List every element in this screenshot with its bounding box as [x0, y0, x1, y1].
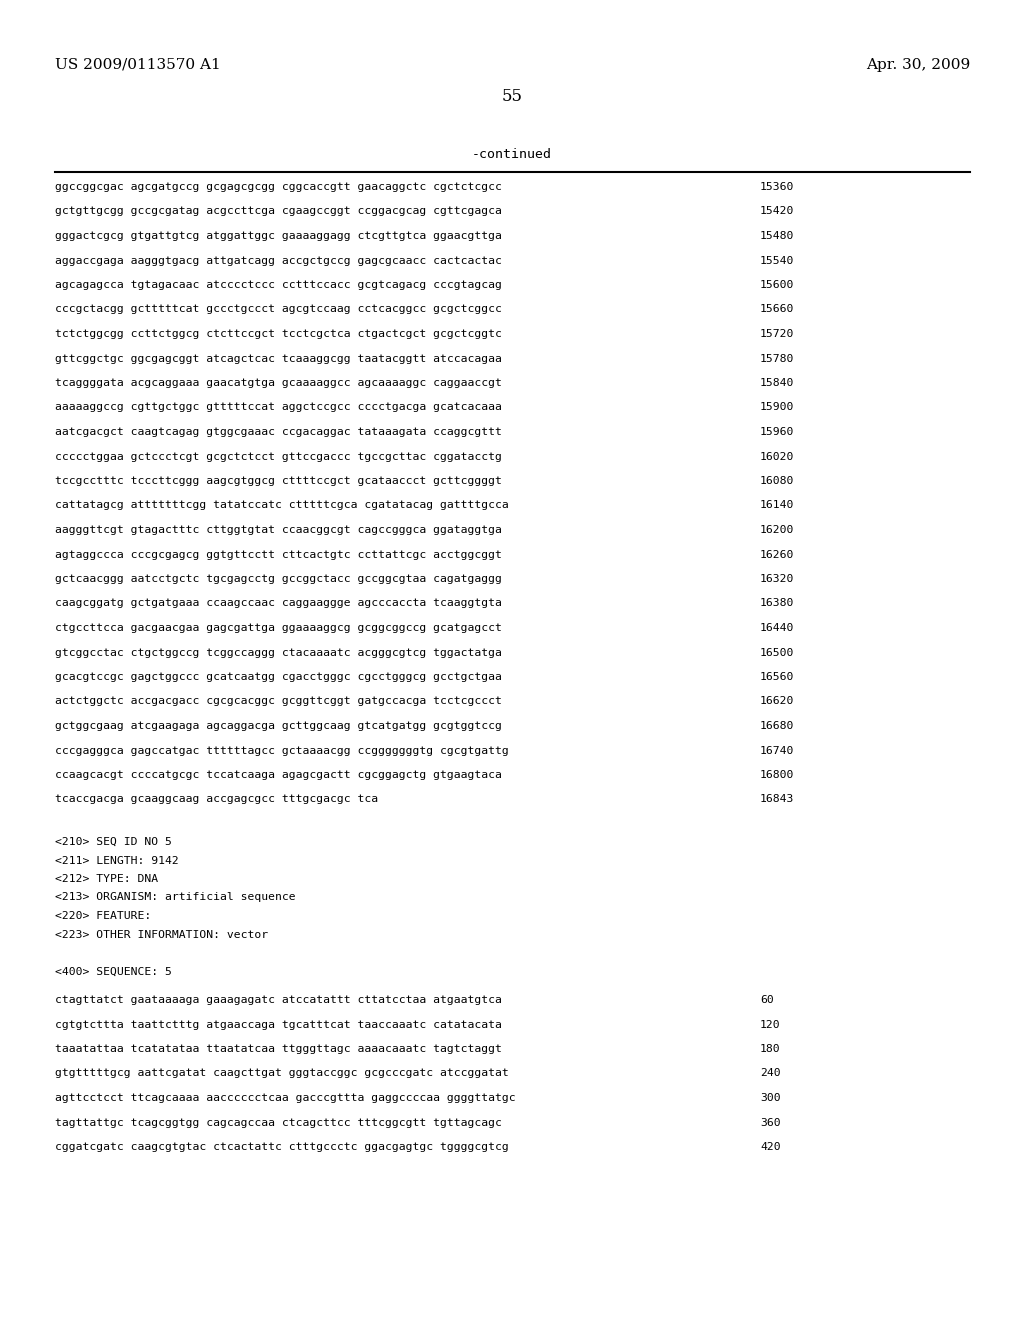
Text: 16560: 16560: [760, 672, 795, 682]
Text: 16320: 16320: [760, 574, 795, 583]
Text: cggatcgatc caagcgtgtac ctcactattc ctttgccctc ggacgagtgc tggggcgtcg: cggatcgatc caagcgtgtac ctcactattc ctttgc…: [55, 1142, 509, 1152]
Text: <212> TYPE: DNA: <212> TYPE: DNA: [55, 874, 158, 884]
Text: aatcgacgct caagtcagag gtggcgaaac ccgacaggac tataaagata ccaggcgttt: aatcgacgct caagtcagag gtggcgaaac ccgacag…: [55, 426, 502, 437]
Text: <223> OTHER INFORMATION: vector: <223> OTHER INFORMATION: vector: [55, 929, 268, 940]
Text: 16020: 16020: [760, 451, 795, 462]
Text: 180: 180: [760, 1044, 780, 1053]
Text: 15960: 15960: [760, 426, 795, 437]
Text: tccgcctttc tcccttcggg aagcgtggcg cttttccgct gcataaccct gcttcggggt: tccgcctttc tcccttcggg aagcgtggcg cttttcc…: [55, 477, 502, 486]
Text: 16380: 16380: [760, 598, 795, 609]
Text: ccccctggaa gctccctcgt gcgctctcct gttccgaccc tgccgcttac cggatacctg: ccccctggaa gctccctcgt gcgctctcct gttccga…: [55, 451, 502, 462]
Text: -continued: -continued: [472, 148, 552, 161]
Text: gttcggctgc ggcgagcggt atcagctcac tcaaaggcgg taatacggtt atccacagaa: gttcggctgc ggcgagcggt atcagctcac tcaaagg…: [55, 354, 502, 363]
Text: cattatagcg atttttttcgg tatatccatc ctttttcgca cgatatacag gattttgcca: cattatagcg atttttttcgg tatatccatc cttttt…: [55, 500, 509, 511]
Text: tagttattgc tcagcggtgg cagcagccaa ctcagcttcc tttcggcgtt tgttagcagc: tagttattgc tcagcggtgg cagcagccaa ctcagct…: [55, 1118, 502, 1127]
Text: 420: 420: [760, 1142, 780, 1152]
Text: aggaccgaga aagggtgacg attgatcagg accgctgccg gagcgcaacc cactcactac: aggaccgaga aagggtgacg attgatcagg accgctg…: [55, 256, 502, 265]
Text: <220> FEATURE:: <220> FEATURE:: [55, 911, 152, 921]
Text: 16260: 16260: [760, 549, 795, 560]
Text: <211> LENGTH: 9142: <211> LENGTH: 9142: [55, 855, 179, 866]
Text: 16500: 16500: [760, 648, 795, 657]
Text: 15780: 15780: [760, 354, 795, 363]
Text: ctgccttcca gacgaacgaa gagcgattga ggaaaaggcg gcggcggccg gcatgagcct: ctgccttcca gacgaacgaa gagcgattga ggaaaag…: [55, 623, 502, 634]
Text: 15660: 15660: [760, 305, 795, 314]
Text: tcaccgacga gcaaggcaag accgagcgcc tttgcgacgc tca: tcaccgacga gcaaggcaag accgagcgcc tttgcga…: [55, 795, 378, 804]
Text: gtcggcctac ctgctggccg tcggccaggg ctacaaaatc acgggcgtcg tggactatga: gtcggcctac ctgctggccg tcggccaggg ctacaaa…: [55, 648, 502, 657]
Text: 360: 360: [760, 1118, 780, 1127]
Text: ggccggcgac agcgatgccg gcgagcgcgg cggcaccgtt gaacaggctc cgctctcgcc: ggccggcgac agcgatgccg gcgagcgcgg cggcacc…: [55, 182, 502, 191]
Text: 16140: 16140: [760, 500, 795, 511]
Text: 240: 240: [760, 1068, 780, 1078]
Text: gtgtttttgcg aattcgatat caagcttgat gggtaccggc gcgcccgatc atccggatat: gtgtttttgcg aattcgatat caagcttgat gggtac…: [55, 1068, 509, 1078]
Text: gggactcgcg gtgattgtcg atggattggc gaaaaggagg ctcgttgtca ggaacgttga: gggactcgcg gtgattgtcg atggattggc gaaaagg…: [55, 231, 502, 242]
Text: 16740: 16740: [760, 746, 795, 755]
Text: 15840: 15840: [760, 378, 795, 388]
Text: 16200: 16200: [760, 525, 795, 535]
Text: cccgagggca gagccatgac ttttttagcc gctaaaacgg ccgggggggtg cgcgtgattg: cccgagggca gagccatgac ttttttagcc gctaaaa…: [55, 746, 509, 755]
Text: <400> SEQUENCE: 5: <400> SEQUENCE: 5: [55, 966, 172, 977]
Text: tctctggcgg ccttctggcg ctcttccgct tcctcgctca ctgactcgct gcgctcggtc: tctctggcgg ccttctggcg ctcttccgct tcctcgc…: [55, 329, 502, 339]
Text: 15480: 15480: [760, 231, 795, 242]
Text: 16080: 16080: [760, 477, 795, 486]
Text: aagggttcgt gtagactttc cttggtgtat ccaacggcgt cagccgggca ggataggtga: aagggttcgt gtagactttc cttggtgtat ccaacgg…: [55, 525, 502, 535]
Text: gcacgtccgc gagctggccc gcatcaatgg cgacctgggc cgcctgggcg gcctgctgaa: gcacgtccgc gagctggccc gcatcaatgg cgacctg…: [55, 672, 502, 682]
Text: gctggcgaag atcgaagaga agcaggacga gcttggcaag gtcatgatgg gcgtggtccg: gctggcgaag atcgaagaga agcaggacga gcttggc…: [55, 721, 502, 731]
Text: 60: 60: [760, 995, 774, 1005]
Text: 15540: 15540: [760, 256, 795, 265]
Text: aaaaaggccg cgttgctggc gtttttccat aggctccgcc cccctgacga gcatcacaaa: aaaaaggccg cgttgctggc gtttttccat aggctcc…: [55, 403, 502, 412]
Text: US 2009/0113570 A1: US 2009/0113570 A1: [55, 58, 221, 73]
Text: agcagagcca tgtagacaac atcccctccc cctttccacc gcgtcagacg cccgtagcag: agcagagcca tgtagacaac atcccctccc cctttcc…: [55, 280, 502, 290]
Text: actctggctc accgacgacc cgcgcacggc gcggttcggt gatgccacga tcctcgccct: actctggctc accgacgacc cgcgcacggc gcggttc…: [55, 697, 502, 706]
Text: 16843: 16843: [760, 795, 795, 804]
Text: <210> SEQ ID NO 5: <210> SEQ ID NO 5: [55, 837, 172, 847]
Text: 15900: 15900: [760, 403, 795, 412]
Text: cccgctacgg gctttttcat gccctgccct agcgtccaag cctcacggcc gcgctcggcc: cccgctacgg gctttttcat gccctgccct agcgtcc…: [55, 305, 502, 314]
Text: 55: 55: [502, 88, 522, 106]
Text: 15420: 15420: [760, 206, 795, 216]
Text: cgtgtcttta taattctttg atgaaccaga tgcatttcat taaccaaatc catatacata: cgtgtcttta taattctttg atgaaccaga tgcattt…: [55, 1019, 502, 1030]
Text: agttcctcct ttcagcaaaa aacccccctcaa gacccgttta gaggccccaa ggggttatgc: agttcctcct ttcagcaaaa aacccccctcaa gaccc…: [55, 1093, 516, 1104]
Text: 120: 120: [760, 1019, 780, 1030]
Text: 16800: 16800: [760, 770, 795, 780]
Text: Apr. 30, 2009: Apr. 30, 2009: [865, 58, 970, 73]
Text: 16440: 16440: [760, 623, 795, 634]
Text: caagcggatg gctgatgaaa ccaagccaac caggaaggge agcccaccta tcaaggtgta: caagcggatg gctgatgaaa ccaagccaac caggaag…: [55, 598, 502, 609]
Text: 16620: 16620: [760, 697, 795, 706]
Text: ctagttatct gaataaaaga gaaagagatc atccatattt cttatcctaa atgaatgtca: ctagttatct gaataaaaga gaaagagatc atccata…: [55, 995, 502, 1005]
Text: agtaggccca cccgcgagcg ggtgttcctt cttcactgtc ccttattcgc acctggcggt: agtaggccca cccgcgagcg ggtgttcctt cttcact…: [55, 549, 502, 560]
Text: 15600: 15600: [760, 280, 795, 290]
Text: gctcaacggg aatcctgctc tgcgagcctg gccggctacc gccggcgtaa cagatgaggg: gctcaacggg aatcctgctc tgcgagcctg gccggct…: [55, 574, 502, 583]
Text: <213> ORGANISM: artificial sequence: <213> ORGANISM: artificial sequence: [55, 892, 296, 903]
Text: ccaagcacgt ccccatgcgc tccatcaaga agagcgactt cgcggagctg gtgaagtaca: ccaagcacgt ccccatgcgc tccatcaaga agagcga…: [55, 770, 502, 780]
Text: taaatattaa tcatatataa ttaatatcaa ttgggttagc aaaacaaatc tagtctaggt: taaatattaa tcatatataa ttaatatcaa ttgggtt…: [55, 1044, 502, 1053]
Text: 16680: 16680: [760, 721, 795, 731]
Text: tcaggggata acgcaggaaa gaacatgtga gcaaaaggcc agcaaaaggc caggaaccgt: tcaggggata acgcaggaaa gaacatgtga gcaaaag…: [55, 378, 502, 388]
Text: 15720: 15720: [760, 329, 795, 339]
Text: gctgttgcgg gccgcgatag acgccttcga cgaagccggt ccggacgcag cgttcgagca: gctgttgcgg gccgcgatag acgccttcga cgaagcc…: [55, 206, 502, 216]
Text: 15360: 15360: [760, 182, 795, 191]
Text: 300: 300: [760, 1093, 780, 1104]
